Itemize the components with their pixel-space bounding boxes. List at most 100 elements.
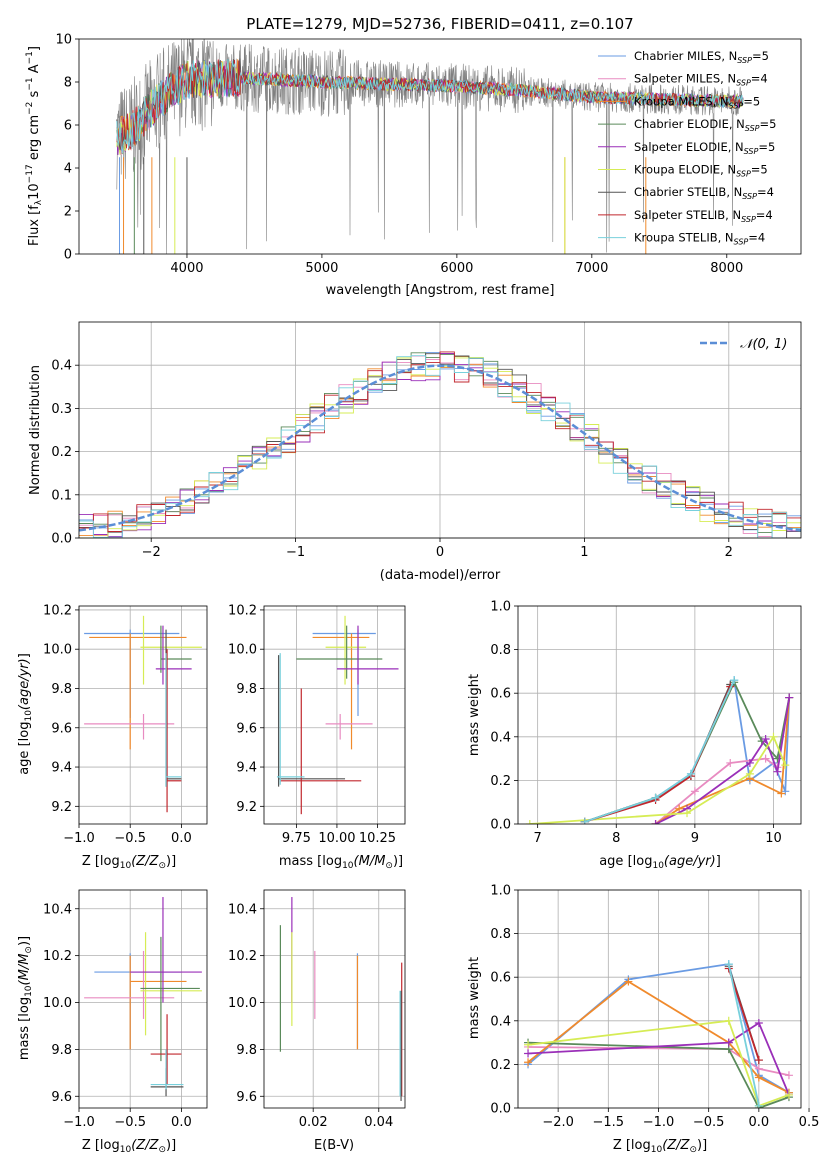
series-point-marker xyxy=(773,767,782,776)
mass-vs-z-panel: −1.0 −0.5 0.0 9.6 9.8 10.0 10.2 10.4 Z [log10(Z… xyxy=(17,889,208,1155)
x-tick-label: 0.0 xyxy=(749,1115,770,1130)
normal-legend-label: 𝒩(0, 1) xyxy=(740,337,787,352)
legend-label-sub: SSP xyxy=(744,147,759,156)
series-point-marker xyxy=(651,793,660,802)
x-tick-label: 10.00 xyxy=(318,831,355,846)
x-tick-label: −1.0 xyxy=(63,1115,95,1130)
x-tick-label: 2 xyxy=(725,545,733,560)
age-mass-xlabel: mass [log10(M/M⊙)] xyxy=(279,854,403,871)
normal-curve-line xyxy=(78,364,802,532)
series-point-marker xyxy=(651,820,660,824)
y-tick-label: 4 xyxy=(64,162,72,177)
x-tick-label: 9 xyxy=(691,831,699,846)
legend-label-text: Kroupa MILES, N xyxy=(634,94,729,108)
y-tick-label: 10.0 xyxy=(43,996,72,1011)
residuals-ylabel: Normed distribution xyxy=(28,365,43,495)
y-tick-label: 9.2 xyxy=(51,800,72,815)
y-tick-label: 10.2 xyxy=(43,603,72,618)
x-tick-label: 0.04 xyxy=(364,1115,393,1130)
series-point-marker xyxy=(724,960,733,969)
x-tick-label: 0 xyxy=(436,545,444,560)
series-line xyxy=(527,1041,790,1108)
y-tick-label: 0.1 xyxy=(51,488,72,503)
y-tick-label: 10.2 xyxy=(228,949,257,964)
legend-label-suffix: =4 xyxy=(757,185,774,199)
legend-label-text: Chabrier ELODIE, N xyxy=(634,117,745,131)
series-point-marker xyxy=(675,804,684,813)
legend-label-suffix: =4 xyxy=(756,208,773,222)
series-point-marker xyxy=(724,1016,733,1025)
y-tick-label: 10.2 xyxy=(228,603,257,618)
x-tick-label: 8000 xyxy=(710,261,743,276)
x-tick-label: −1 xyxy=(286,545,305,560)
mass-weight-vs-z-panel: −2.0 −1.5 −1.0 −0.5 0.0 0.5 0.0 0.2 0.4 0.6 0.8 1.0… xyxy=(467,884,819,1156)
legend-label-suffix: =5 xyxy=(760,117,777,131)
legend-label: Kroupa STELIB, NSSP=4 xyxy=(634,231,765,247)
legend-label-text: Chabrier STELIB, N xyxy=(634,185,742,199)
y-tick-label: 0.4 xyxy=(490,730,511,745)
x-tick-label: 1 xyxy=(580,545,588,560)
plot-frame xyxy=(263,889,406,1109)
series-point-marker xyxy=(754,1073,763,1082)
y-tick-label: 0.2 xyxy=(490,774,511,789)
y-tick-label: 8 xyxy=(64,76,72,91)
residuals-xlabel: (data-model)/error xyxy=(380,568,501,583)
x-tick-label: 9.75 xyxy=(282,831,311,846)
series-point-marker xyxy=(754,1064,763,1073)
legend-label-sub: SSP xyxy=(736,79,751,88)
spectrum-ylabel: Flux [fλ10−17 erg cm−2 s−1 A−1] xyxy=(25,46,44,246)
legend-label-suffix: =4 xyxy=(751,72,768,86)
legend-label: Chabrier ELODIE, NSSP=5 xyxy=(634,117,776,133)
mw-age-xlabel: age [log10(age/yr)] xyxy=(599,854,721,871)
series-point-marker xyxy=(580,817,589,824)
series-point-marker xyxy=(777,789,786,798)
y-tick-label: 0.3 xyxy=(51,402,72,417)
y-tick-label: 9.8 xyxy=(236,682,257,697)
mass-ebv-xlabel: E(B-V) xyxy=(314,1138,354,1153)
series-line xyxy=(584,686,732,823)
legend-label: Chabrier MILES, NSSP=5 xyxy=(634,49,769,65)
y-tick-label: 1.0 xyxy=(490,884,511,899)
y-tick-label: 9.6 xyxy=(236,721,257,736)
legend-label-text: Kroupa STELIB, N xyxy=(634,231,734,245)
residuals-panel: −2 −1 0 1 2 0.0 0.1 0.2 0.3 0.4 (data-model)/erro… xyxy=(28,321,802,583)
plot-frame xyxy=(78,321,802,539)
y-tick-label: 10.0 xyxy=(43,643,72,658)
y-tick-label: 9.6 xyxy=(51,1090,72,1105)
y-tick-label: 0.8 xyxy=(490,643,511,658)
legend-label: Kroupa ELODIE, NSSP=5 xyxy=(634,163,768,179)
y-tick-label: 0.4 xyxy=(490,1014,511,1029)
age-z-xlabel: Z [log10(Z/Z⊙)] xyxy=(82,854,176,871)
y-tick-label: 9.4 xyxy=(236,761,257,776)
legend-label-sub: SSP xyxy=(745,124,760,133)
plot-frame xyxy=(78,38,802,255)
series-line xyxy=(655,697,791,824)
series-point-marker xyxy=(724,1038,733,1047)
series-point-marker xyxy=(745,758,754,767)
legend-label-sub: SSP xyxy=(729,101,744,110)
y-tick-label: 9.4 xyxy=(51,761,72,776)
y-tick-label: 6 xyxy=(64,119,72,134)
legend-label-sub: SSP xyxy=(737,56,752,65)
x-tick-label: 7000 xyxy=(575,261,608,276)
legend-label-text: Kroupa ELODIE, N xyxy=(634,163,736,177)
series-point-marker xyxy=(524,1040,533,1049)
series-point-marker xyxy=(761,734,770,743)
legend-label: Salpeter ELODIE, NSSP=5 xyxy=(634,140,775,156)
x-tick-label: 0.5 xyxy=(799,1115,819,1130)
y-tick-label: 9.2 xyxy=(236,800,257,815)
series-point-marker xyxy=(686,769,695,778)
series-line xyxy=(584,684,732,823)
series-point-marker xyxy=(624,977,633,986)
x-tick-label: 0.0 xyxy=(171,1115,192,1130)
y-tick-label: 10.4 xyxy=(43,902,72,917)
y-tick-label: 0.0 xyxy=(490,1102,511,1117)
x-tick-label: 4000 xyxy=(170,261,203,276)
legend-label-sub: SSP xyxy=(734,238,749,247)
x-tick-label: 0.0 xyxy=(171,831,192,846)
histogram-step-line xyxy=(79,355,801,538)
legend-label-text: Salpeter MILES, N xyxy=(634,72,736,86)
legend-label-sub: SSP xyxy=(741,215,756,224)
y-tick-label: 1.0 xyxy=(490,600,511,615)
